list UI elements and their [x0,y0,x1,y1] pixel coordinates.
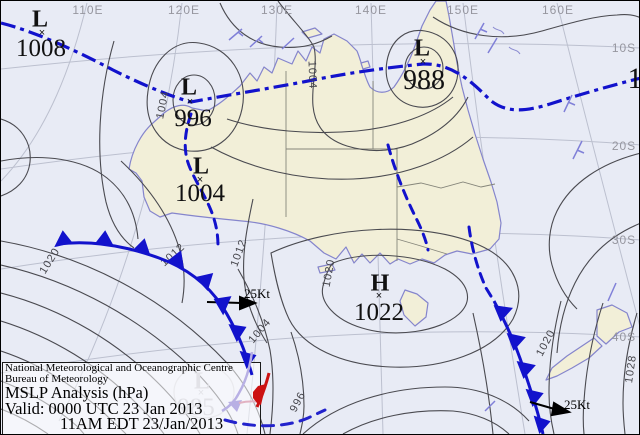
low-symbol: L [413,35,431,62]
wind-speed-label: 25Kt [244,286,270,301]
local-time: 11AM EDT 23/Jan/2013 [60,414,224,433]
lon-label-120e: 120E [167,3,201,17]
lat-label-10s: 10S [611,41,637,55]
lat-label-20s: 20S [611,139,637,153]
low-symbol: L [180,74,198,101]
lat-label-40s: 40S [611,330,637,344]
low-value: 996 [174,105,212,132]
lon-label-130e: 130E [260,3,294,17]
low-value: 1008 [16,35,66,62]
valid-time: Valid: 0000 UTC 23 Jan 2013 [5,398,203,418]
cold-front-tasman [492,300,551,434]
satellite-wind-barbs [228,22,617,412]
new-zealand-south-island [545,337,603,381]
product-title: MSLP Analysis (hPa) [5,383,149,402]
low-center-marker: × [419,56,427,68]
lon-label-160e: 160E [541,3,575,17]
tasmania [399,289,429,327]
isobar-label: 1004 [305,60,319,90]
low-center-marker: × [186,96,194,108]
low-symbol: L [31,6,49,33]
low-value: 988 [403,65,445,96]
low-value: 1004 [175,180,225,207]
high-center-marker: × [375,290,383,302]
lon-label-150e: 150E [446,3,480,17]
low-center-marker: × [196,174,204,186]
high-value: 1022 [354,299,404,326]
new-zealand-north-island [596,304,633,345]
low-symbol: L [192,153,210,180]
wind-speed-label: 25Kt [564,397,590,412]
trough-dashed-lines [183,112,496,303]
title-box: National Meteorological and Oceanographi… [5,363,259,432]
low-center-marker: × [38,27,46,39]
groote-island [360,60,371,70]
lon-label-140e: 140E [354,3,388,17]
lat-label-30s: 30S [611,233,637,247]
bureau-name: Bureau of Meteorology [5,373,109,385]
high-symbol: H [370,270,390,297]
lon-label-110e: 110E [72,3,104,17]
clipped-pressure-label: 1 [628,62,640,96]
melville-island [301,27,323,39]
monsoon-trough-dashdot-line [1,21,639,112]
